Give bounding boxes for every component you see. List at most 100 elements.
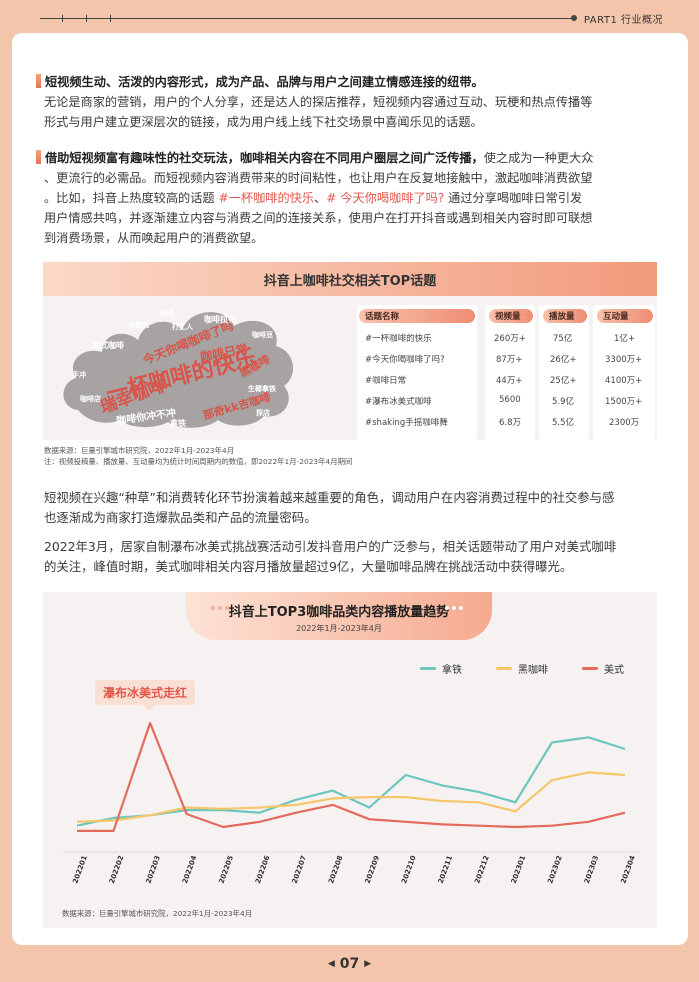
series-line-黑咖啡: [76, 771, 626, 823]
table-cell-topic: #今天你喝咖啡了吗?: [365, 355, 445, 365]
chart-annotation: 瀑布冰美式走红: [95, 680, 196, 711]
cloud-word: 咖啡豆: [252, 331, 273, 339]
legend-swatch: [496, 667, 512, 670]
paragraph-challenge: 2022年3月，居家自制瀑布冰美式挑战赛活动引发抖音用户的广泛参与，相关话题带动…: [44, 537, 658, 577]
paragraph-social-play: 借助短视频富有趣味性的社交玩法，咖啡相关内容在不同用户圈层之间广泛传播，使之成为…: [36, 148, 658, 248]
x-tick-label: 202301: [510, 854, 528, 884]
x-tick-label: 202303: [583, 854, 601, 884]
table-header: 互动量: [597, 309, 653, 323]
cloud-word: 咖啡拉花: [204, 315, 236, 324]
x-tick-label: 202202: [108, 854, 126, 884]
table-column-bg: [539, 305, 589, 440]
table-header: 话题名称: [359, 309, 475, 323]
word-cloud-shape: [63, 312, 294, 428]
table-cell: 5.9亿: [552, 397, 575, 407]
table-cell: 44万+: [496, 376, 523, 386]
para2-heading: 借助短视频富有趣味性的社交玩法，咖啡相关内容在不同用户圈层之间广泛传播，: [45, 151, 484, 165]
table-cell: 75亿: [553, 334, 573, 344]
page-footer: ◀ 07 ▶: [0, 956, 699, 972]
para1-heading: 短视频生动、活泼的内容形式，成为产品、品牌与用户之间建立情感连接的纽带。: [45, 75, 484, 89]
hashtag-link[interactable]: #一杯咖啡的快乐: [218, 191, 315, 205]
table-cell-topic: #一杯咖啡的快乐: [365, 334, 432, 344]
series-line-拿铁: [76, 736, 626, 827]
para2-text: 。比如，抖音上热度较高的话题: [44, 191, 219, 205]
x-tick-label: 202212: [473, 854, 491, 884]
x-tick-label: 202209: [364, 854, 382, 884]
cloud-word: 手冲: [72, 371, 86, 379]
table-header: 播放量: [543, 309, 587, 323]
cloud-word: 打工人: [172, 323, 193, 331]
table-header: 视频量: [489, 309, 533, 323]
table-cell-topic: #shaking手摇咖啡舞: [365, 418, 448, 428]
para2-text: 通过分享喝咖啡日常引发: [444, 191, 583, 205]
table-cell-topic: #咖啡日常: [365, 376, 407, 386]
trend-chart-panel: [43, 592, 657, 928]
rule-tick: [110, 15, 111, 22]
chart-title: 抖音上TOP3咖啡品类内容播放量趋势: [228, 605, 450, 620]
table-cell: 1亿+: [614, 334, 636, 344]
chart-source-note: 数据来源：巨量引擎城市研究院，2022年1月-2023年4月: [62, 909, 253, 918]
title-deco-dots: [445, 606, 463, 610]
trend-line-chart: 202201 202202 202203 202204 202205 202206 2022…: [63, 721, 639, 885]
highlight-bar: [36, 150, 41, 164]
table-cell: 3300万+: [605, 355, 643, 365]
table-column-bg: [485, 305, 535, 440]
legend-item: 美式: [582, 661, 624, 676]
rule-tick: [62, 15, 63, 22]
legend-item: 拿铁: [420, 661, 462, 676]
x-tick-label: 202204: [181, 854, 199, 884]
cloud-word: 生椰拿铁: [248, 385, 276, 393]
next-page-icon[interactable]: ▶: [364, 959, 372, 969]
table-cell: 25亿+: [550, 376, 577, 386]
paragraph-emotional-link: 短视频生动、活泼的内容形式，成为产品、品牌与用户之间建立情感连接的纽带。 无论是…: [36, 72, 658, 132]
cloud-word: 探店: [256, 409, 270, 417]
legend-swatch: [582, 667, 598, 670]
table-cell: 2300万: [609, 418, 640, 428]
x-tick-label: 202210: [400, 854, 418, 884]
panel-title: 抖音上咖啡社交相关TOP话题: [43, 262, 657, 296]
title-deco-dots: [211, 606, 229, 610]
series-line-美式: [77, 721, 626, 832]
x-tick-label: 202206: [254, 854, 272, 884]
x-tick-label: 202207: [291, 854, 309, 884]
word-cloud: 一杯咖啡的快乐 瑞幸咖啡 今天你喝咖啡了吗 咖啡日常 黑咖啡 那奇kk吉咖啡 咖…: [52, 300, 300, 430]
table-cell: 5600: [499, 395, 521, 405]
table-cell: 26亿+: [550, 355, 577, 365]
paragraph-seeding: 短视频在兴趣“种草”和消费转化环节扮演着越来越重要的角色，调动用户在内容消费过程…: [44, 488, 658, 528]
table-column-bg: [357, 305, 477, 440]
para2-text: 使之成为一种更大众: [483, 151, 594, 165]
header-rule: [40, 15, 577, 22]
cloud-word: 冰美式: [128, 321, 149, 329]
hashtag-link[interactable]: # 今天你喝咖啡了吗?: [326, 191, 445, 205]
para2-line: 到消费场景，从而唤起用户的消费欲望。: [44, 231, 264, 245]
x-tick-label: 202205: [217, 854, 235, 884]
legend-label: 拿铁: [442, 665, 462, 676]
para4-line: 的关注，峰值时期，美式咖啡相关内容月播放量超过9亿，大量咖啡品牌在挑战活动中获得…: [44, 559, 573, 574]
cloud-word: 美式咖啡: [92, 341, 124, 350]
x-tick-label: 202211: [437, 854, 455, 884]
table-column-bg: [593, 305, 655, 440]
x-tick-label: 202302: [546, 854, 564, 884]
legend-label: 黑咖啡: [518, 665, 548, 676]
cloud-word: 好喝: [160, 309, 174, 317]
legend-label: 美式: [604, 665, 624, 676]
para2-line: 、更流行的必需品。而短视频内容消费带来的时间粘性，也让用户在反复地接触中，激起咖…: [44, 171, 593, 185]
source-note: 数据来源：巨量引擎城市研究院，2022年1月-2023年4月: [44, 446, 235, 455]
table-cell: 260万+: [494, 334, 526, 344]
prev-page-icon[interactable]: ◀: [327, 959, 335, 969]
rule-end-dot: [571, 15, 577, 21]
cloud-word: 咖啡店: [80, 395, 101, 403]
x-tick-label: 202304: [619, 854, 637, 884]
para2-text: 、: [314, 191, 327, 205]
table-cell: 4100万+: [605, 376, 643, 386]
x-tick-label: 202203: [144, 854, 162, 884]
table-cell: 87万+: [496, 355, 523, 365]
para2-line: 用户情感共鸣，并逐渐建立内容与消费之间的连接关系，使用户在打开抖音或遇到相关内容…: [44, 211, 593, 225]
legend-item: 黑咖啡: [496, 661, 548, 676]
section-label: PART1 行业概况: [583, 15, 663, 26]
chart-subtitle: 2022年1月-2023年4月: [296, 624, 382, 633]
chart-title-box: 抖音上TOP3咖啡品类内容播放量趋势 2022年1月-2023年4月: [186, 592, 492, 640]
highlight-bar: [36, 74, 41, 88]
footnote: 注：视频投稿量、播放量、互动量均为统计时间周期内的数值，即2022年1月-202…: [44, 457, 353, 466]
para4-line: 2022年3月，居家自制瀑布冰美式挑战赛活动引发抖音用户的广泛参与，相关话题带动…: [44, 539, 617, 554]
